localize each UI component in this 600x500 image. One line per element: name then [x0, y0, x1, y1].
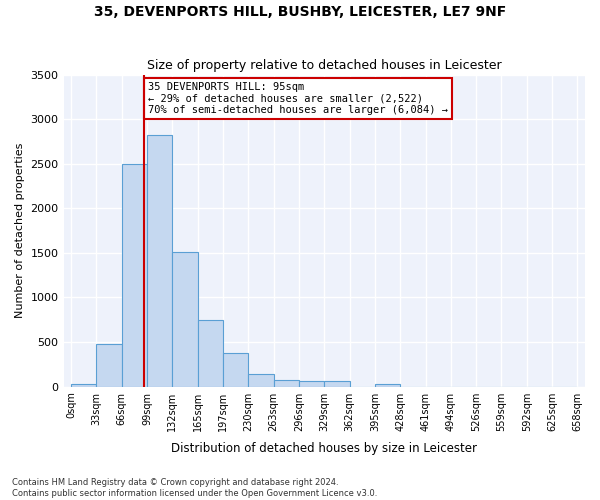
Bar — [375, 384, 400, 386]
Bar — [223, 353, 248, 386]
X-axis label: Distribution of detached houses by size in Leicester: Distribution of detached houses by size … — [171, 442, 477, 455]
Text: 35, DEVENPORTS HILL, BUSHBY, LEICESTER, LE7 9NF: 35, DEVENPORTS HILL, BUSHBY, LEICESTER, … — [94, 5, 506, 19]
Text: 35 DEVENPORTS HILL: 95sqm
← 29% of detached houses are smaller (2,522)
70% of se: 35 DEVENPORTS HILL: 95sqm ← 29% of detac… — [148, 82, 448, 115]
Y-axis label: Number of detached properties: Number of detached properties — [15, 143, 25, 318]
Bar — [147, 135, 172, 386]
Bar — [122, 164, 147, 386]
Bar — [172, 252, 198, 386]
Bar — [97, 344, 122, 387]
Bar — [324, 382, 350, 386]
Bar — [274, 380, 299, 386]
Text: Contains HM Land Registry data © Crown copyright and database right 2024.
Contai: Contains HM Land Registry data © Crown c… — [12, 478, 377, 498]
Bar — [248, 374, 274, 386]
Bar — [71, 384, 97, 386]
Bar — [198, 320, 223, 386]
Title: Size of property relative to detached houses in Leicester: Size of property relative to detached ho… — [147, 59, 502, 72]
Bar — [299, 382, 324, 386]
